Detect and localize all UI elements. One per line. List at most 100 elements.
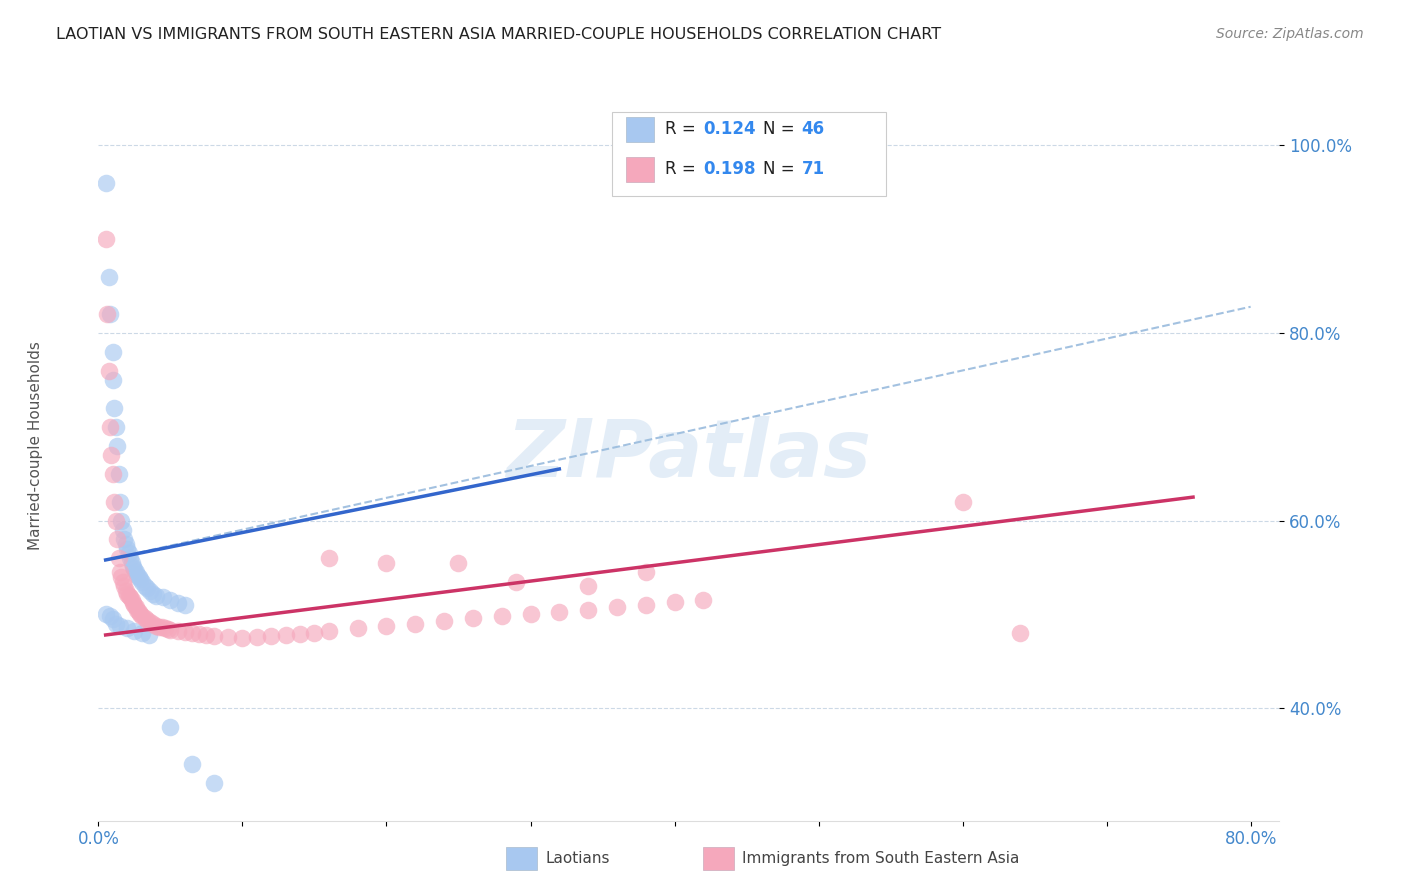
Point [127,602,149,616]
Point [108,565,131,579]
Point [159,720,181,734]
Point [127,568,149,582]
Point [131,574,153,589]
Point [115,621,138,635]
Point [153,621,176,635]
Point [98,419,121,434]
Point [101,344,124,359]
Point [664,595,686,609]
Text: N =: N = [763,161,800,178]
Text: ZIPatlas: ZIPatlas [506,416,872,494]
Point [125,599,148,614]
Point [134,579,156,593]
Text: 0.124: 0.124 [703,120,755,138]
Text: Laotians: Laotians [546,851,610,865]
Point [173,625,195,640]
Point [346,621,368,635]
Point [152,591,174,605]
Point [104,514,127,528]
Text: Source: ZipAtlas.com: Source: ZipAtlas.com [1216,27,1364,41]
Point [97,269,120,284]
Point [103,401,125,415]
Point [112,533,135,547]
Point [104,616,127,631]
Point [107,467,129,481]
Point [142,587,165,601]
Point [150,620,173,634]
Text: N =: N = [763,120,800,138]
Point [120,591,142,605]
Point [121,556,143,570]
Point [124,598,146,612]
Point [136,613,159,627]
Point [129,572,152,586]
Point [103,495,125,509]
Point [128,570,150,584]
Text: 71: 71 [801,161,824,178]
Point [576,579,599,593]
Point [115,541,138,556]
Point [548,605,571,619]
Point [1010,626,1032,640]
Point [131,626,153,640]
Point [576,602,599,616]
Point [118,546,141,560]
Point [124,624,146,639]
Point [159,593,181,607]
Point [692,593,714,607]
Point [246,630,269,644]
Point [288,627,311,641]
Point [124,562,146,576]
Point [202,776,225,790]
Point [139,583,162,598]
Point [114,583,136,598]
Point [173,598,195,612]
Point [202,629,225,643]
Point [145,618,167,632]
Point [110,570,132,584]
Point [111,523,134,537]
Point [142,616,165,631]
Point [138,628,160,642]
Point [148,619,170,633]
Point [136,581,159,595]
Text: 0.198: 0.198 [703,161,755,178]
Point [105,533,128,547]
Point [195,628,218,642]
Point [94,232,117,246]
Point [260,629,283,643]
Point [104,419,127,434]
Point [181,626,204,640]
Point [404,616,426,631]
Text: Immigrants from South Eastern Asia: Immigrants from South Eastern Asia [742,851,1019,865]
Point [166,596,188,610]
Point [115,587,138,601]
Text: R =: R = [665,161,702,178]
Point [145,589,167,603]
Point [156,623,179,637]
Point [375,618,398,632]
Point [606,599,628,614]
Point [274,628,297,642]
Point [114,537,136,551]
Point [101,612,124,626]
Point [101,373,124,387]
Point [97,363,120,377]
Point [375,556,398,570]
Point [159,624,181,638]
Point [318,624,340,639]
Point [94,607,117,622]
Point [122,596,145,610]
Text: LAOTIAN VS IMMIGRANTS FROM SOUTH EASTERN ASIA MARRIED-COUPLE HOUSEHOLDS CORRELAT: LAOTIAN VS IMMIGRANTS FROM SOUTH EASTERN… [56,27,942,42]
Point [134,611,156,625]
Point [217,630,239,644]
Point [952,495,974,509]
Point [166,624,188,639]
Point [111,574,134,589]
Text: R =: R = [665,120,702,138]
Point [128,606,150,620]
Point [181,757,204,772]
Point [122,560,145,574]
Point [110,514,132,528]
Point [231,631,253,645]
